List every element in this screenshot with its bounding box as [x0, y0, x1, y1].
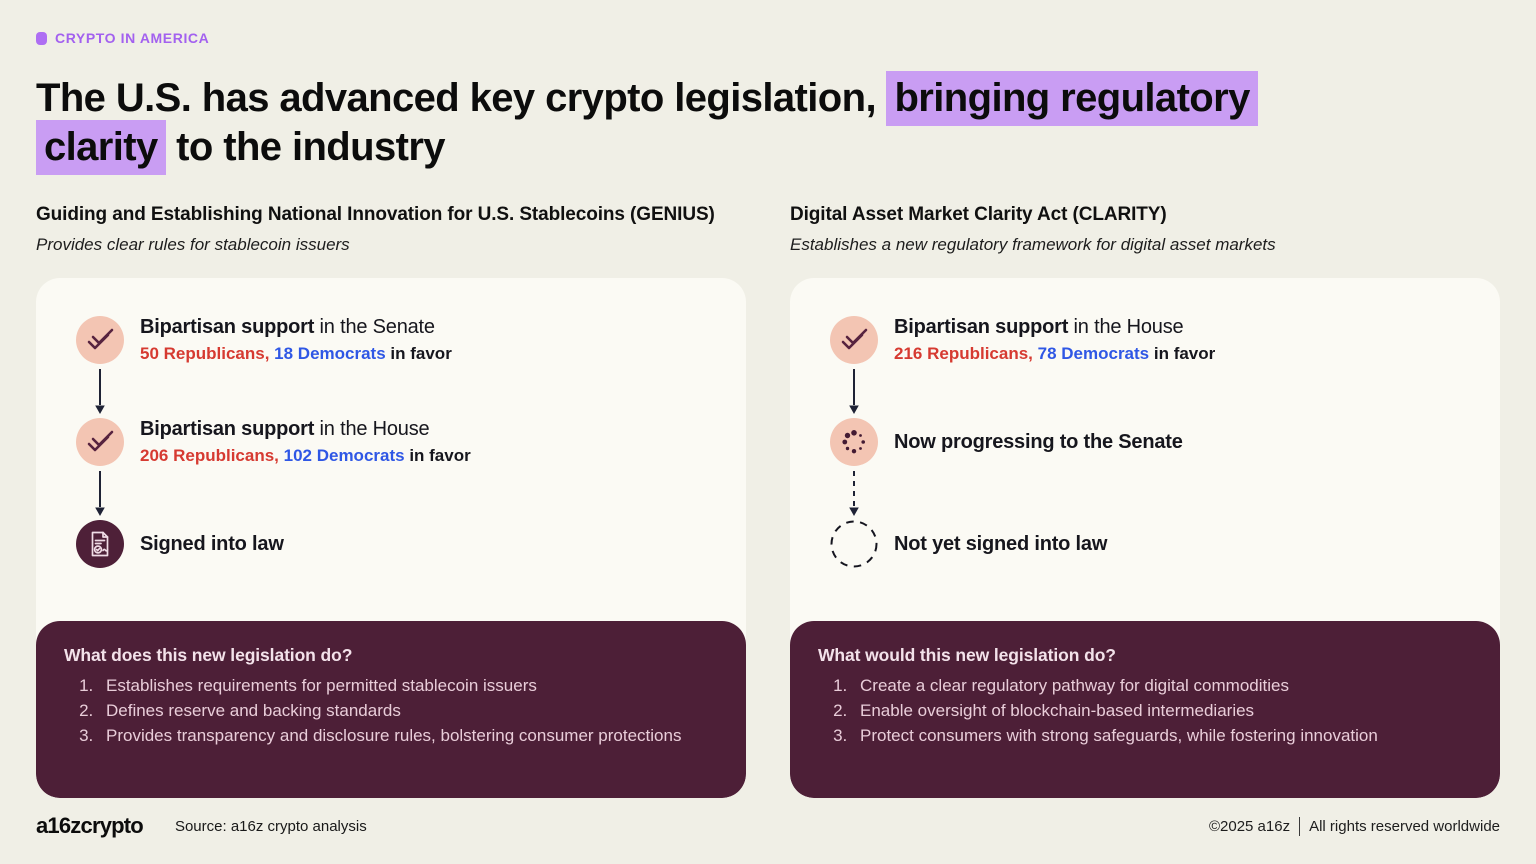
summary-box-title: What would this new legislation do? — [818, 645, 1116, 665]
step-title-bold: Signed into law — [140, 532, 284, 555]
column-genius: Guiding and Establishing National Innova… — [36, 204, 746, 798]
in-favor-label: in favor — [404, 446, 471, 465]
title-line-2: clarity to the industry — [36, 120, 1500, 175]
step-text: Bipartisan support in the Senate 50 Repu… — [140, 316, 452, 364]
title-highlight-2: clarity — [36, 120, 166, 175]
divider — [1299, 816, 1301, 836]
summary-box-title: What does this new legislation do? — [64, 645, 353, 665]
title-line-1: The U.S. has advanced key crypto legisla… — [36, 71, 1500, 126]
eyebrow-label: CRYPTO IN AMERICA — [55, 30, 210, 46]
summary-list-item: Defines reserve and backing standards — [98, 698, 716, 723]
timeline-step-house: Bipartisan support in the House 206 Repu… — [76, 418, 716, 466]
step-title-bold: Bipartisan support — [894, 316, 1069, 338]
step-text: Bipartisan support in the House 206 Repu… — [140, 418, 471, 466]
summary-list-item: Create a clear regulatory pathway for di… — [852, 673, 1470, 698]
clarity-heading: Digital Asset Market Clarity Act (CLARIT… — [790, 204, 1167, 225]
genius-card: Bipartisan support in the Senate 50 Repu… — [36, 278, 746, 798]
timeline-step-not-signed: Not yet signed into law — [830, 520, 1470, 568]
progress-dots-icon — [830, 418, 878, 466]
democrats-count: 102 Democrats — [283, 446, 405, 465]
genius-timeline: Bipartisan support in the Senate 50 Repu… — [36, 278, 746, 621]
step-text: Bipartisan support in the House 216 Repu… — [894, 316, 1215, 364]
clarity-timeline: Bipartisan support in the House 216 Repu… — [790, 278, 1500, 621]
timeline-step-progressing: Now progressing to the Senate — [830, 418, 1470, 466]
double-check-icon — [76, 418, 124, 466]
timeline-step-signed: Signed into law — [76, 520, 716, 568]
title-text: The U.S. has advanced key crypto legisla… — [36, 76, 887, 120]
double-check-icon — [830, 316, 878, 364]
footer: a16zcrypto Source: a16z crypto analysis … — [36, 798, 1500, 864]
arrow-down-icon — [830, 364, 1470, 418]
double-check-icon — [76, 316, 124, 364]
columns: Guiding and Establishing National Innova… — [36, 204, 1500, 798]
in-favor-label: in favor — [1149, 344, 1216, 363]
republicans-count: 50 Republicans, — [140, 344, 275, 363]
arrow-down-icon — [76, 364, 716, 418]
title-text: to the industry — [165, 125, 445, 169]
step-title-rest: in the House — [314, 418, 430, 440]
arrow-down-icon — [76, 466, 716, 520]
summary-list-item: Establishes requirements for permitted s… — [98, 673, 716, 698]
brand-chip-icon — [36, 31, 47, 45]
republicans-count: 206 Republicans, — [140, 446, 284, 465]
democrats-count: 18 Democrats — [274, 344, 386, 363]
step-text: Now progressing to the Senate — [894, 431, 1183, 454]
genius-heading: Guiding and Establishing National Innova… — [36, 204, 715, 225]
republicans-count: 216 Republicans, — [894, 344, 1038, 363]
in-favor-label: in favor — [385, 344, 452, 363]
timeline-step-senate: Bipartisan support in the Senate 50 Repu… — [76, 316, 716, 364]
copyright-year: ©2025 a16z — [1208, 817, 1291, 835]
clarity-card: Bipartisan support in the House 216 Repu… — [790, 278, 1500, 798]
page-title: The U.S. has advanced key crypto legisla… — [36, 71, 1500, 175]
genius-subtitle: Provides clear rules for stablecoin issu… — [36, 235, 350, 254]
title-highlight-1: bringing regulatory — [886, 71, 1258, 126]
column-clarity: Digital Asset Market Clarity Act (CLARIT… — [790, 204, 1500, 798]
summary-list-item: Protect consumers with strong safeguards… — [852, 723, 1470, 748]
step-title-bold: Not yet signed into law — [894, 532, 1108, 555]
step-title-bold: Bipartisan support — [140, 418, 315, 440]
summary-list-item: Provides transparency and disclosure rul… — [98, 723, 716, 748]
step-text: Signed into law — [140, 533, 284, 556]
dashed-circle-icon — [830, 520, 878, 568]
summary-list: Create a clear regulatory pathway for di… — [818, 673, 1470, 748]
clarity-subtitle: Establishes a new regulatory framework f… — [790, 235, 1276, 254]
genius-summary-box: What does this new legislation do? Estab… — [36, 621, 746, 798]
rights-text: All rights reserved worldwide — [1309, 817, 1500, 835]
step-title-bold: Now progressing to the Senate — [894, 430, 1183, 453]
step-text: Not yet signed into law — [894, 533, 1107, 556]
step-title-bold: Bipartisan support — [140, 316, 315, 338]
summary-list: Establishes requirements for permitted s… — [64, 673, 716, 748]
copyright-note: ©2025 a16z All rights reserved worldwide — [1208, 816, 1500, 836]
clarity-summary-box: What would this new legislation do? Crea… — [790, 621, 1500, 798]
timeline-step-house: Bipartisan support in the House 216 Repu… — [830, 316, 1470, 364]
signed-document-icon — [76, 520, 124, 568]
step-title-rest: in the Senate — [314, 316, 435, 338]
dashed-arrow-down-icon — [830, 466, 1470, 520]
democrats-count: 78 Democrats — [1037, 344, 1150, 363]
source-note: Source: a16z crypto analysis — [174, 817, 367, 835]
summary-list-item: Enable oversight of blockchain-based int… — [852, 698, 1470, 723]
a16zcrypto-logo: a16zcrypto — [36, 813, 144, 838]
eyebrow: CRYPTO IN AMERICA — [36, 30, 1500, 46]
step-title-rest: in the House — [1068, 316, 1184, 338]
